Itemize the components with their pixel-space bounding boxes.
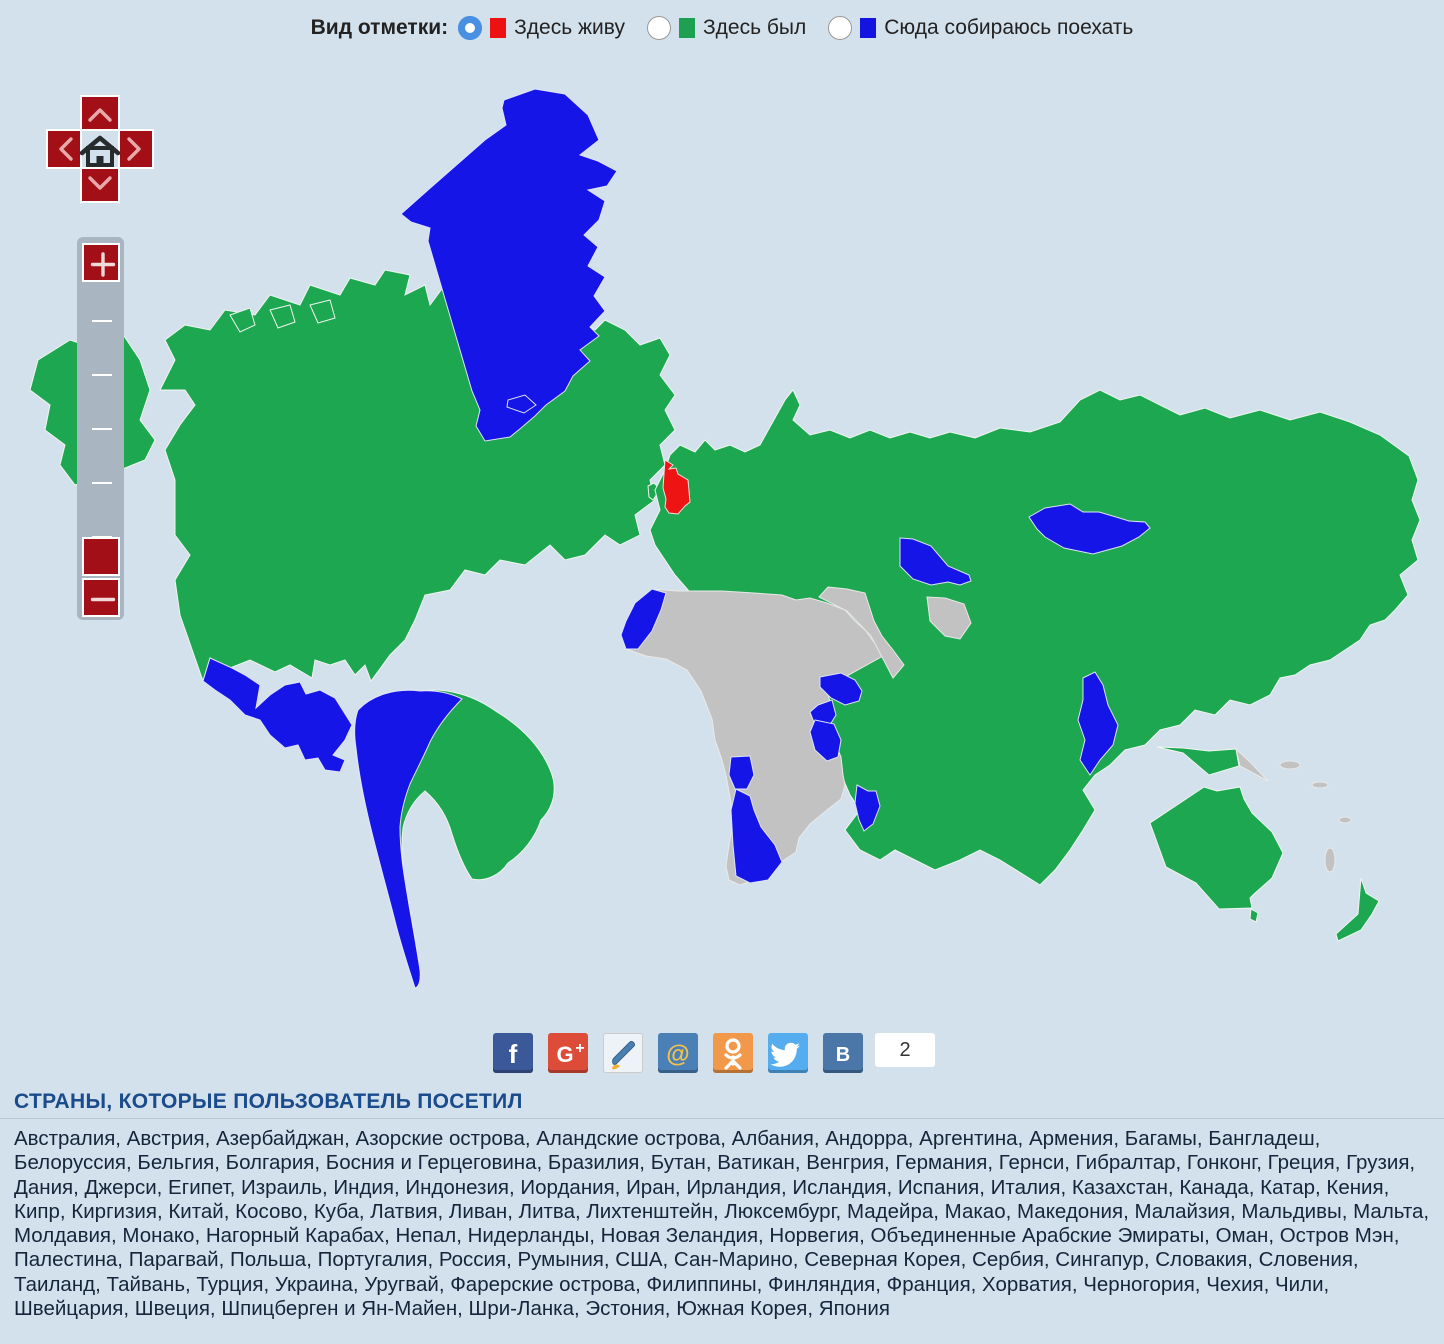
- svg-text:@: @: [666, 1041, 689, 1068]
- svg-text:G: G: [556, 1042, 573, 1067]
- svg-text:B: B: [836, 1044, 850, 1066]
- svg-text:f: f: [509, 1039, 518, 1069]
- svg-text:+: +: [575, 1040, 584, 1057]
